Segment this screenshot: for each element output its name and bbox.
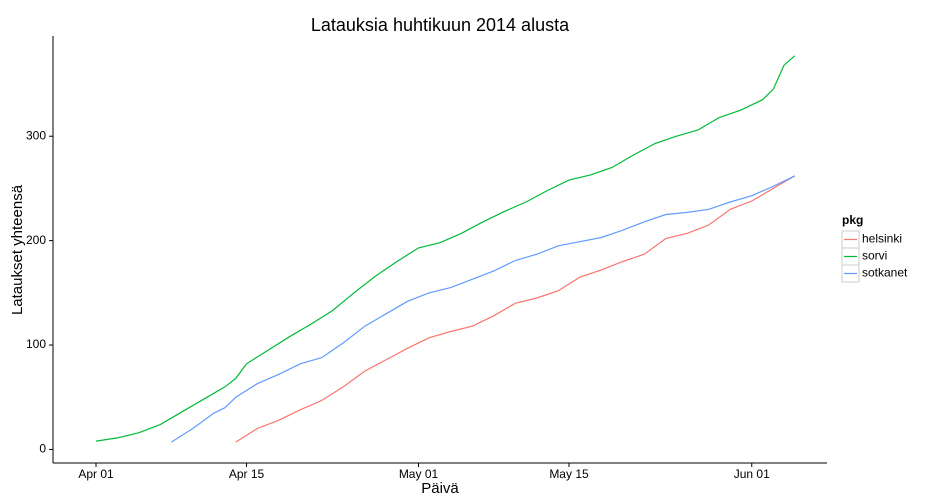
chart-title: Latauksia huhtikuun 2014 alusta	[311, 15, 570, 35]
y-axis-label: Lataukset yhteensä	[9, 184, 26, 315]
series-line	[235, 175, 796, 443]
x-tick-label: Jun 01	[734, 467, 770, 481]
legend-label: helsinki	[862, 232, 902, 246]
y-tick-label: 0	[39, 442, 46, 456]
x-tick-label: Apr 01	[78, 467, 114, 481]
legend-title: pkg	[842, 213, 863, 227]
series-line	[95, 55, 796, 442]
x-tick-label: Apr 15	[229, 467, 265, 481]
x-tick-label: May 15	[549, 467, 589, 481]
y-tick-label: 300	[26, 128, 46, 142]
y-tick-label: 100	[26, 337, 46, 351]
x-axis-label: Päivä	[421, 480, 459, 497]
legend-label: sorvi	[862, 249, 887, 263]
legend-label: sotkanet	[862, 266, 908, 280]
x-tick-label: May 01	[399, 467, 439, 481]
y-tick-label: 200	[26, 233, 46, 247]
series-line	[170, 175, 796, 443]
